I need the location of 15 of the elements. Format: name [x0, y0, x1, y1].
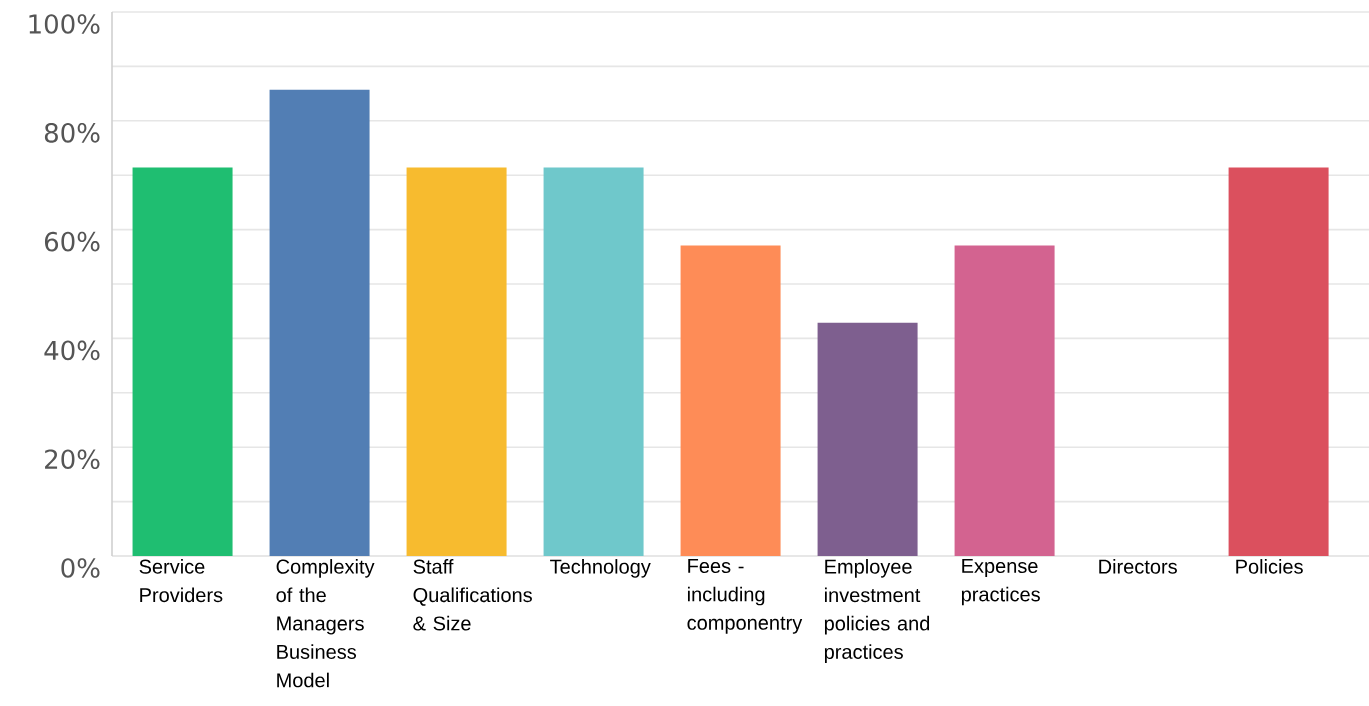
y-tick-label: 40% — [44, 340, 100, 361]
x-tick-label: Employee investment policies and practices — [824, 559, 930, 663]
x-tick-label: Policies — [1236, 559, 1303, 574]
x-tick-label: Expense practices — [961, 559, 1040, 606]
x-tick-label: Technology — [550, 559, 651, 578]
x-tick-label: Fees - including componentry — [687, 559, 803, 634]
y-tick-label: 80% — [44, 122, 100, 143]
x-tick-label: Complexity of the Managers Business Model — [276, 559, 375, 688]
y-tick-label: 100% — [29, 14, 100, 34]
y-tick-label: 60% — [44, 231, 100, 252]
x-tick-label: Service Providers — [139, 559, 223, 603]
y-tick-label: 0% — [61, 558, 100, 578]
x-tick-label: Directors — [1099, 559, 1177, 574]
y-tick-label: 20% — [45, 449, 100, 470]
x-tick-label: Staff Qualifications & Size — [413, 559, 532, 631]
